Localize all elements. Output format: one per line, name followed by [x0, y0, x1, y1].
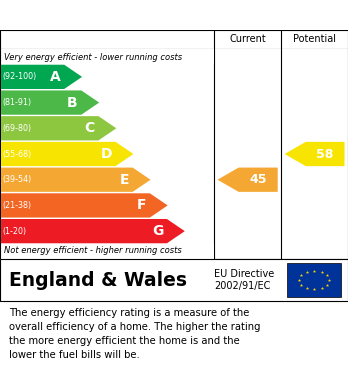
Polygon shape — [1, 193, 168, 217]
Text: D: D — [101, 147, 112, 161]
Text: (39-54): (39-54) — [3, 175, 32, 184]
Polygon shape — [1, 219, 185, 243]
Text: 58: 58 — [316, 147, 334, 160]
Text: C: C — [85, 121, 95, 135]
Text: Current: Current — [229, 34, 266, 45]
Text: Very energy efficient - lower running costs: Very energy efficient - lower running co… — [4, 53, 182, 62]
Polygon shape — [1, 90, 99, 115]
Bar — [287, 263, 341, 297]
Text: The energy efficiency rating is a measure of the
overall efficiency of a home. T: The energy efficiency rating is a measur… — [9, 308, 260, 360]
Text: 45: 45 — [250, 173, 267, 186]
Text: Energy Efficiency Rating: Energy Efficiency Rating — [9, 7, 230, 23]
Text: Potential: Potential — [293, 34, 336, 45]
Text: G: G — [152, 224, 164, 238]
Text: (69-80): (69-80) — [3, 124, 32, 133]
Polygon shape — [218, 168, 278, 192]
Text: (1-20): (1-20) — [3, 227, 27, 236]
Text: E: E — [120, 173, 129, 187]
Polygon shape — [1, 142, 133, 166]
Text: EU Directive
2002/91/EC: EU Directive 2002/91/EC — [214, 269, 274, 291]
Polygon shape — [1, 116, 116, 140]
Text: (92-100): (92-100) — [3, 72, 37, 81]
Polygon shape — [1, 65, 82, 89]
Polygon shape — [285, 142, 345, 166]
Text: England & Wales: England & Wales — [9, 271, 187, 289]
Text: A: A — [50, 70, 61, 84]
Text: (81-91): (81-91) — [3, 98, 32, 107]
Text: (55-68): (55-68) — [3, 149, 32, 158]
Text: Not energy efficient - higher running costs: Not energy efficient - higher running co… — [4, 246, 182, 255]
Text: B: B — [67, 95, 78, 109]
Text: F: F — [137, 198, 146, 212]
Text: (21-38): (21-38) — [3, 201, 32, 210]
Polygon shape — [1, 168, 151, 192]
